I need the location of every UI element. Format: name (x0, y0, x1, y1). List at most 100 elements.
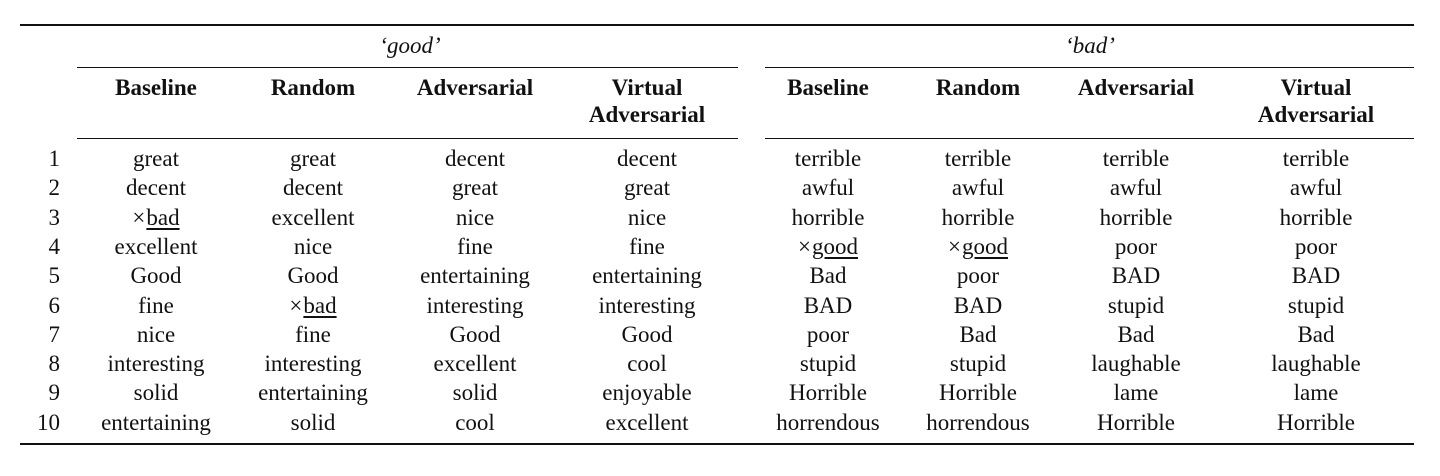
table-cell: great (452, 175, 498, 201)
table-cell: excellent (271, 204, 355, 230)
row-number: 10 (37, 409, 60, 435)
table-cell: BAD (1111, 263, 1161, 289)
table-cell: Bad (959, 321, 997, 347)
row-number: 1 (48, 146, 61, 171)
group-good-label: ‘good’ (379, 33, 441, 58)
underlined-word: bad (303, 292, 337, 318)
table-cell: poor (956, 263, 1000, 289)
underlined-word: good (811, 233, 858, 259)
table-cell: horrendous (776, 409, 880, 435)
table-cell: decent (125, 175, 186, 201)
column-header-5: Baseline (748, 74, 908, 101)
column-header-line: Adversarial (1077, 75, 1195, 100)
column-header-8: Virtual Adversarial (1236, 74, 1396, 128)
error-mark: × (289, 292, 303, 318)
table-cell: stupid (1107, 292, 1165, 318)
table-cell: great (290, 146, 336, 171)
row-number: 2 (48, 175, 61, 201)
bottom-rule (20, 443, 1414, 445)
table-cell: horrendous (926, 409, 1030, 435)
table-cell: cool (455, 409, 495, 435)
table-cell: excellent (114, 233, 198, 259)
table-cell: ×bad (76, 203, 236, 232)
row-number: 5 (48, 263, 61, 289)
table-cell: Horrible (1277, 409, 1355, 435)
table-cell: lame (1113, 380, 1159, 406)
table-cell: horrible (1099, 204, 1173, 230)
table-cell: Bad (809, 263, 847, 289)
table-cell: solid (452, 380, 498, 406)
table-cell: decent (444, 146, 505, 171)
table-cell: excellent (433, 351, 517, 377)
table-cell: horrible (1279, 204, 1353, 230)
table-cell: Good (449, 321, 501, 347)
table-cell: awful (1289, 175, 1343, 201)
table-cell: Horrible (789, 380, 867, 406)
table-cell: Horrible (1097, 409, 1175, 435)
table-cell: solid (290, 409, 336, 435)
table-cell: nice (455, 204, 495, 230)
column-header-line: Virtual (1280, 75, 1352, 100)
good-header-rule (77, 138, 738, 139)
table-cell: horrible (941, 204, 1015, 230)
error-mark: × (948, 233, 961, 259)
top-rule (20, 24, 1414, 26)
table-cell: Bad (1297, 321, 1335, 347)
table-cell: enjoyable (602, 380, 692, 406)
table-cell: solid (133, 380, 179, 406)
row-number: 7 (48, 321, 61, 347)
table-cell: interesting (426, 292, 524, 318)
row-number: 6 (48, 292, 61, 318)
table-cell: entertaining (258, 380, 368, 406)
table-cell: terrible (794, 146, 862, 171)
column-header-6: Random (898, 74, 1058, 101)
table-cell: awful (801, 175, 855, 201)
table-cell: Bad (1117, 321, 1155, 347)
table-cell: terrible (1282, 146, 1350, 171)
table-cell: nice (136, 321, 176, 347)
table-cell: laughable (1091, 351, 1181, 377)
table-cell: poor (1114, 233, 1158, 259)
table-cell: great (624, 175, 670, 201)
table-cell: terrible (944, 146, 1012, 171)
table-cell: interesting (107, 351, 205, 377)
table-cell: poor (806, 321, 850, 347)
column-header-3: Adversarial (395, 74, 555, 101)
table-cell: fine (457, 233, 493, 259)
table-cell: BAD (953, 292, 1003, 318)
table-cell: BAD (1291, 263, 1341, 289)
column-header-line: Random (270, 75, 356, 100)
column-header-line: Baseline (115, 75, 197, 100)
table-cell: excellent (605, 409, 689, 435)
row-number: 4 (48, 233, 61, 259)
table-cell: stupid (799, 351, 857, 377)
table-cell: decent (616, 146, 677, 171)
underlined-word: bad (146, 204, 180, 230)
table-cell: fine (138, 292, 174, 318)
column-header-4: Virtual Adversarial (567, 74, 727, 128)
underlined-word: good (961, 233, 1008, 259)
table-cell: awful (1109, 175, 1163, 201)
table-cell: interesting (264, 351, 362, 377)
table-cell: Horrible (939, 380, 1017, 406)
table-cell: ×good (898, 232, 1058, 261)
table-cell: nice (293, 233, 333, 259)
error-mark: × (798, 233, 811, 259)
row-number: 9 (48, 380, 61, 406)
row-number: 8 (48, 351, 61, 377)
table-cell: entertaining (101, 409, 211, 435)
good-group-rule (77, 67, 738, 68)
table-cell: lame (1293, 380, 1339, 406)
table-cell: horrible (791, 204, 865, 230)
table-cell: entertaining (592, 263, 702, 289)
bad-header-rule (765, 138, 1414, 139)
group-bad-label: ‘bad’ (1065, 33, 1115, 58)
column-header-line: Virtual (611, 75, 683, 100)
column-header-line: Random (935, 75, 1021, 100)
column-header-1: Baseline (76, 74, 236, 101)
table-cell: interesting (598, 292, 696, 318)
table-cell: BAD (803, 292, 853, 318)
row-number: 3 (48, 204, 61, 230)
table-cell: ×good (748, 232, 908, 261)
error-mark: × (132, 204, 146, 230)
